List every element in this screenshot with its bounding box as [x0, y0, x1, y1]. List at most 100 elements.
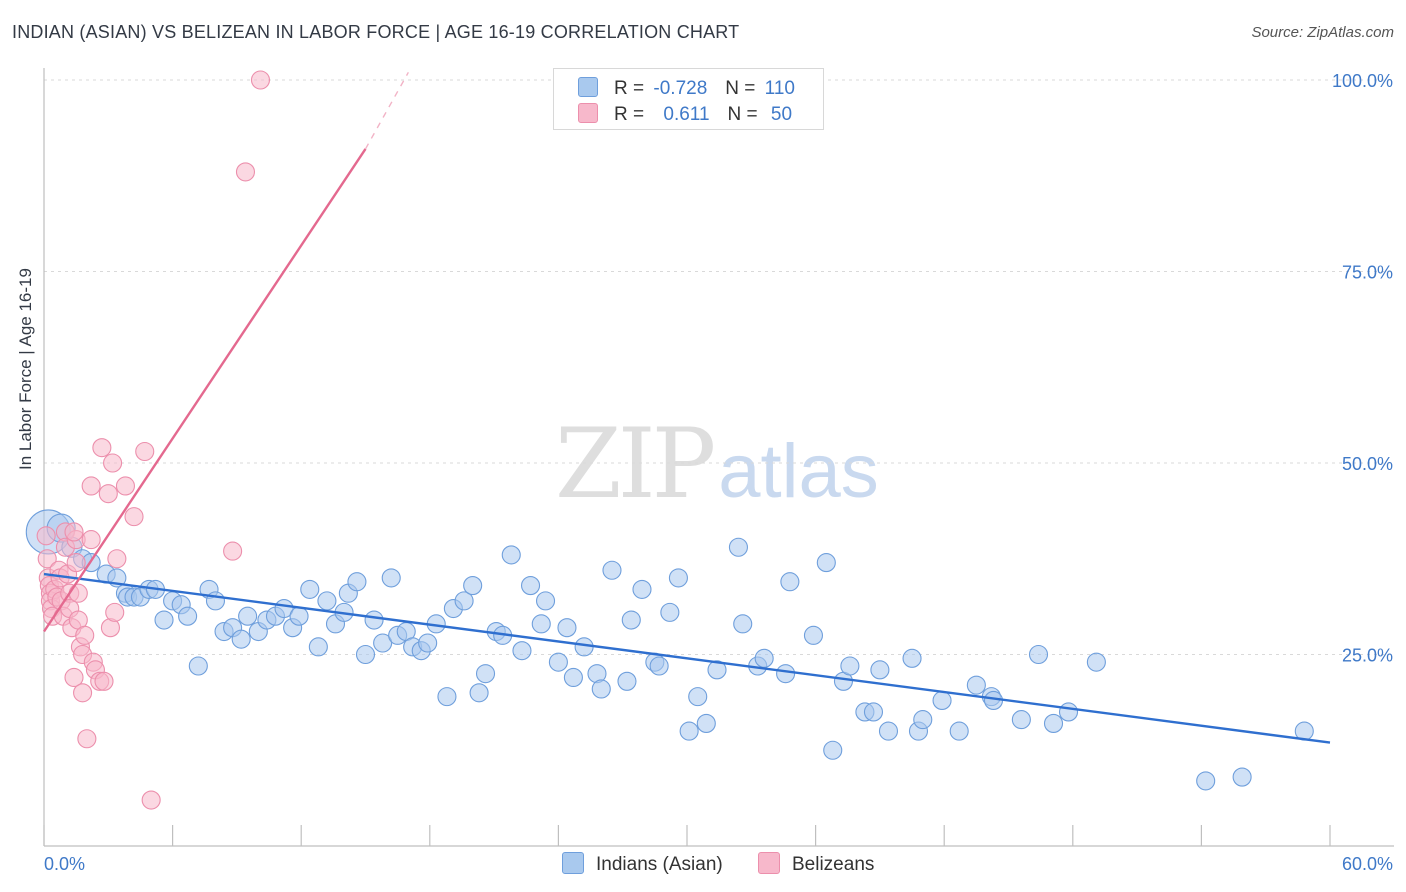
- point-indians[interactable]: [557, 618, 577, 638]
- point-indians[interactable]: [878, 721, 899, 741]
- point-indians[interactable]: [696, 713, 716, 733]
- point-belizeans[interactable]: [68, 583, 88, 603]
- point-indians[interactable]: [602, 560, 622, 580]
- point-indians[interactable]: [617, 671, 637, 691]
- bottom-legend-label-belizeans: Belizeans: [792, 854, 875, 875]
- point-indians[interactable]: [381, 568, 401, 588]
- point-indians[interactable]: [621, 610, 641, 630]
- point-belizeans[interactable]: [81, 530, 101, 550]
- point-belizeans[interactable]: [75, 625, 95, 645]
- point-indians[interactable]: [512, 641, 532, 661]
- point-indians[interactable]: [238, 606, 258, 626]
- y-tick-label: 50.0%: [1342, 454, 1393, 474]
- point-indians[interactable]: [188, 656, 208, 676]
- point-belizeans[interactable]: [66, 553, 86, 573]
- point-indians[interactable]: [816, 553, 836, 573]
- point-indians[interactable]: [531, 614, 551, 634]
- point-belizeans[interactable]: [37, 549, 57, 569]
- point-indians[interactable]: [469, 683, 489, 703]
- point-indians[interactable]: [289, 606, 309, 626]
- point-indians[interactable]: [966, 675, 986, 695]
- point-indians[interactable]: [949, 721, 969, 741]
- point-indians[interactable]: [632, 579, 652, 599]
- point-indians[interactable]: [728, 537, 748, 557]
- point-indians[interactable]: [563, 667, 583, 688]
- point-indians[interactable]: [535, 591, 556, 611]
- point-indians[interactable]: [454, 591, 474, 611]
- legend-r-label: R =: [614, 78, 645, 99]
- point-indians[interactable]: [1028, 644, 1049, 665]
- point-belizeans[interactable]: [250, 70, 271, 90]
- point-indians[interactable]: [823, 740, 843, 760]
- point-indians[interactable]: [754, 648, 774, 668]
- legend-n-value: 110: [764, 78, 795, 99]
- point-indians[interactable]: [870, 660, 890, 680]
- point-indians[interactable]: [548, 652, 568, 672]
- point-indians[interactable]: [154, 610, 174, 630]
- point-indians[interactable]: [231, 629, 251, 649]
- point-indians[interactable]: [1011, 710, 1031, 730]
- point-indians[interactable]: [913, 710, 933, 730]
- point-indians[interactable]: [863, 702, 884, 722]
- point-belizeans[interactable]: [73, 683, 93, 703]
- point-indians[interactable]: [840, 656, 860, 676]
- point-indians[interactable]: [1058, 702, 1079, 722]
- point-indians[interactable]: [501, 545, 521, 565]
- point-indians[interactable]: [1232, 767, 1252, 787]
- point-indians[interactable]: [1043, 713, 1064, 733]
- correlation-legend: R = -0.728 N = 110 R = 0.611 N = 50: [553, 68, 824, 130]
- chart-title: INDIAN (ASIAN) VS BELIZEAN IN LABOR FORC…: [12, 22, 740, 42]
- point-indians[interactable]: [902, 648, 922, 668]
- point-belizeans[interactable]: [36, 526, 56, 546]
- point-indians[interactable]: [780, 572, 800, 592]
- bottom-legend-belizeans[interactable]: Belizeans: [758, 852, 874, 876]
- bottom-legend-indians[interactable]: Indians (Asian): [562, 852, 723, 876]
- point-indians[interactable]: [308, 637, 328, 657]
- point-indians[interactable]: [364, 610, 384, 630]
- point-indians[interactable]: [300, 579, 320, 599]
- point-indians[interactable]: [776, 664, 796, 684]
- point-indians[interactable]: [1086, 652, 1106, 672]
- point-belizeans[interactable]: [64, 667, 84, 688]
- point-belizeans[interactable]: [115, 476, 135, 496]
- point-indians[interactable]: [520, 576, 541, 596]
- point-belizeans[interactable]: [64, 522, 84, 542]
- point-belizeans[interactable]: [235, 162, 256, 182]
- point-indians[interactable]: [679, 721, 699, 741]
- point-indians[interactable]: [591, 679, 611, 699]
- point-belizeans[interactable]: [77, 729, 97, 749]
- point-indians[interactable]: [373, 633, 393, 653]
- point-indians[interactable]: [1196, 771, 1216, 791]
- point-belizeans[interactable]: [92, 438, 112, 458]
- point-indians[interactable]: [355, 644, 376, 665]
- point-indians[interactable]: [803, 625, 824, 645]
- legend-n-label: N =: [727, 104, 758, 125]
- point-indians[interactable]: [660, 602, 680, 622]
- point-belizeans[interactable]: [103, 453, 123, 473]
- point-indians[interactable]: [463, 576, 483, 596]
- point-belizeans[interactable]: [81, 476, 101, 496]
- point-belizeans[interactable]: [141, 790, 161, 810]
- point-indians[interactable]: [475, 664, 496, 684]
- point-indians[interactable]: [649, 656, 669, 676]
- point-indians[interactable]: [347, 572, 367, 592]
- point-indians[interactable]: [317, 591, 337, 611]
- point-belizeans[interactable]: [124, 507, 144, 527]
- point-indians[interactable]: [178, 606, 198, 626]
- point-indians[interactable]: [688, 687, 708, 707]
- point-belizeans[interactable]: [135, 441, 155, 462]
- point-indians[interactable]: [437, 687, 457, 707]
- point-belizeans[interactable]: [98, 484, 118, 504]
- point-indians[interactable]: [707, 660, 727, 680]
- source-credit[interactable]: Source: ZipAtlas.com: [1251, 24, 1394, 41]
- point-belizeans[interactable]: [223, 541, 243, 561]
- point-indians[interactable]: [733, 614, 753, 634]
- watermark-zip: ZIP: [555, 408, 716, 520]
- point-indians[interactable]: [668, 568, 688, 588]
- point-belizeans[interactable]: [94, 671, 114, 691]
- point-belizeans[interactable]: [107, 549, 127, 569]
- point-belizeans[interactable]: [105, 602, 125, 622]
- point-indians[interactable]: [418, 633, 438, 653]
- y-tick-label: 100.0%: [1332, 71, 1393, 91]
- point-indians[interactable]: [932, 690, 952, 711]
